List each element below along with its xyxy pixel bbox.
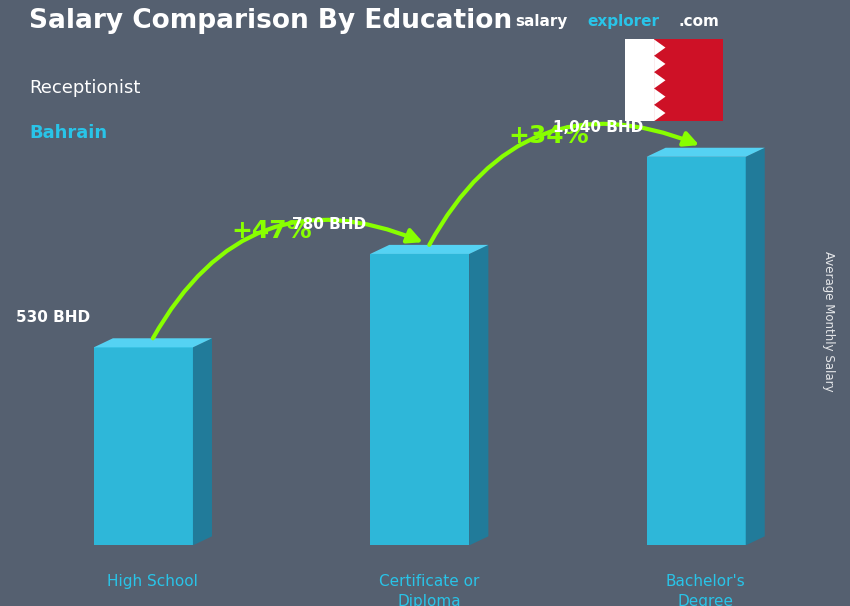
- Polygon shape: [94, 347, 193, 545]
- Polygon shape: [371, 254, 469, 545]
- Bar: [654, 39, 722, 121]
- Polygon shape: [654, 88, 666, 105]
- Text: +47%: +47%: [232, 219, 312, 244]
- Polygon shape: [654, 72, 666, 88]
- Text: Average Monthly Salary: Average Monthly Salary: [822, 251, 836, 391]
- Text: +34%: +34%: [508, 124, 589, 148]
- Polygon shape: [94, 338, 212, 347]
- Text: Bachelor's
Degree: Bachelor's Degree: [666, 574, 745, 606]
- Text: Salary Comparison By Education: Salary Comparison By Education: [29, 8, 513, 34]
- Polygon shape: [647, 157, 745, 545]
- Polygon shape: [745, 148, 765, 545]
- Text: .com: .com: [679, 15, 720, 29]
- Polygon shape: [647, 148, 765, 157]
- FancyArrowPatch shape: [429, 124, 695, 245]
- Text: Certificate or
Diploma: Certificate or Diploma: [379, 574, 479, 606]
- Text: 530 BHD: 530 BHD: [16, 310, 90, 325]
- Polygon shape: [469, 245, 489, 545]
- Polygon shape: [654, 56, 666, 72]
- Text: Bahrain: Bahrain: [29, 124, 107, 142]
- Text: Receptionist: Receptionist: [29, 79, 140, 97]
- Text: explorer: explorer: [587, 15, 660, 29]
- FancyArrowPatch shape: [153, 220, 418, 338]
- Polygon shape: [371, 245, 489, 254]
- Text: 1,040 BHD: 1,040 BHD: [552, 120, 643, 135]
- Bar: [625, 39, 654, 121]
- Text: High School: High School: [107, 574, 198, 589]
- Text: 780 BHD: 780 BHD: [292, 217, 366, 232]
- Polygon shape: [193, 338, 212, 545]
- Polygon shape: [654, 105, 666, 121]
- Polygon shape: [654, 39, 666, 56]
- Text: salary: salary: [515, 15, 568, 29]
